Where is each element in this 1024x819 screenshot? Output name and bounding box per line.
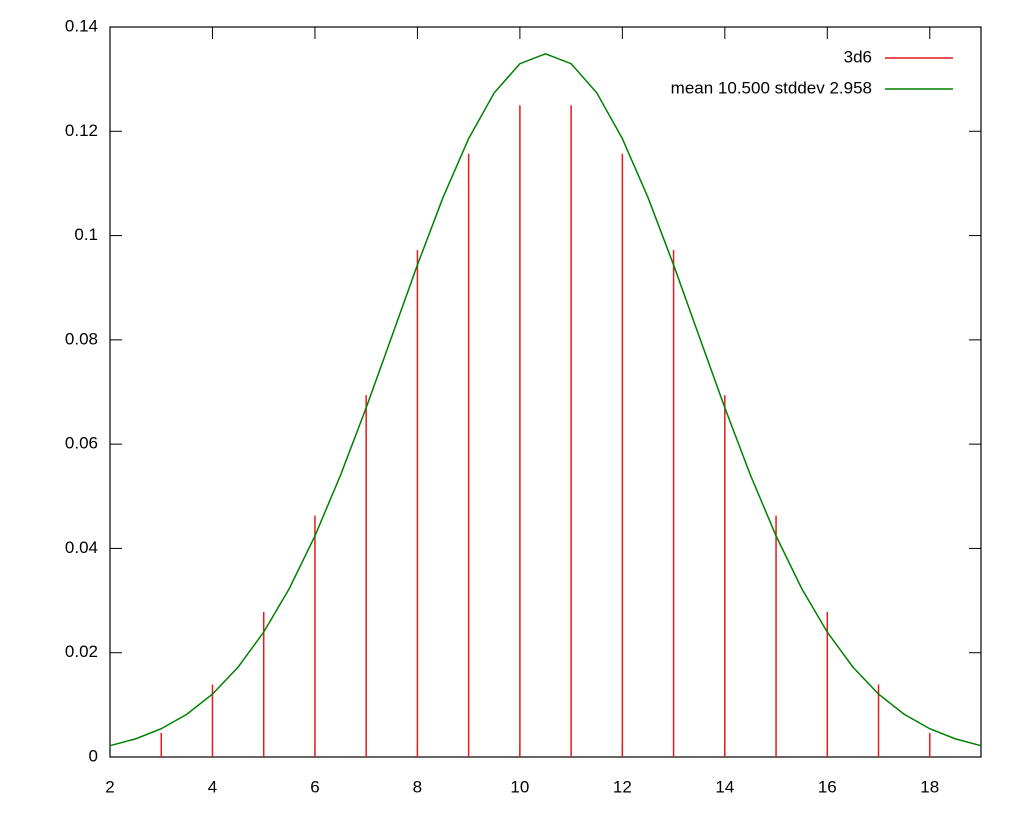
x-tick-label: 2 [105,777,114,796]
x-tick-label: 16 [818,777,837,796]
x-tick-label: 18 [920,777,939,796]
curve [109,52,982,747]
x-tick-label: 10 [510,777,529,796]
x-tick-label: 6 [310,777,319,796]
x-tick-label: 8 [413,777,422,796]
plot-frame [109,26,982,758]
y-tick-label: 0.04 [65,538,98,557]
legend-label: 3d6 [844,47,872,66]
y-tick-label: 0.1 [74,225,98,244]
y-tick-label: 0.12 [65,121,98,140]
legend-label: mean 10.500 stddev 2.958 [671,78,872,97]
y-tick-label: 0.14 [65,16,98,35]
x-tick-label: 12 [613,777,632,796]
y-tick-label: 0.06 [65,434,98,453]
y-tick-label: 0 [89,746,98,765]
y-tick-label: 0.08 [65,329,98,348]
x-tick-label: 14 [715,777,734,796]
y-tick-label: 0.02 [65,642,98,661]
x-tick-label: 4 [208,777,217,796]
